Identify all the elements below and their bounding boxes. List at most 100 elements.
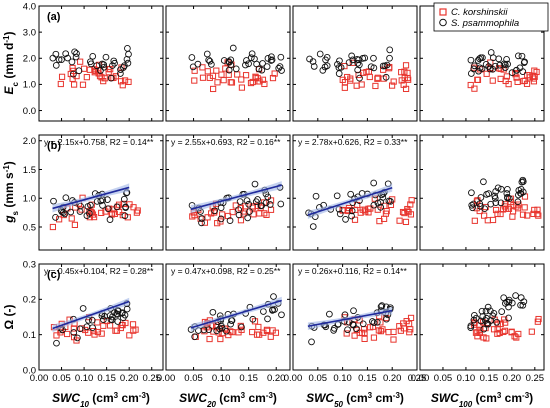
point-korshinskii: [481, 212, 488, 219]
point-korshinskii: [524, 212, 531, 219]
point-korshinskii: [531, 206, 538, 214]
point-korshinskii: [217, 335, 224, 343]
point-korshinskii: [497, 210, 504, 218]
point-psammophila: [245, 200, 253, 208]
point-korshinskii: [70, 325, 77, 332]
point-psammophila: [86, 210, 93, 217]
point-psammophila: [321, 63, 329, 71]
point-psammophila: [493, 318, 501, 326]
point-psammophila: [70, 329, 78, 336]
point-korshinskii: [210, 85, 217, 93]
x-tick-label: 0.00: [157, 373, 176, 384]
point-psammophila: [213, 327, 221, 335]
point-psammophila: [235, 211, 243, 219]
legend-label-psammophila: S. psammophila: [451, 18, 519, 29]
point-psammophila: [89, 52, 97, 60]
point-psammophila: [354, 66, 362, 74]
point-korshinskii: [98, 209, 105, 216]
point-korshinskii: [521, 204, 528, 211]
point-korshinskii: [528, 328, 535, 335]
point-korshinskii: [77, 58, 84, 65]
point-psammophila: [501, 64, 509, 71]
point-psammophila: [275, 64, 283, 72]
point-psammophila: [476, 55, 483, 63]
point-korshinskii: [474, 333, 481, 340]
point-korshinskii: [474, 76, 481, 83]
point-korshinskii: [530, 210, 537, 218]
point-psammophila: [481, 205, 488, 213]
point-psammophila: [245, 60, 252, 68]
point-psammophila: [227, 320, 234, 328]
point-korshinskii: [204, 214, 211, 221]
point-psammophila: [489, 65, 497, 73]
point-korshinskii: [367, 324, 374, 331]
point-psammophila: [319, 66, 327, 74]
panel-r2-c2: y = 2.55x+0.693, R2 = 0.16**: [165, 134, 291, 251]
x-tick-label: 0.20: [267, 373, 286, 384]
point-korshinskii: [251, 318, 259, 325]
point-psammophila: [258, 66, 266, 74]
regression-line: [307, 187, 393, 216]
point-psammophila: [386, 46, 394, 54]
point-psammophila: [278, 311, 285, 319]
point-korshinskii: [237, 217, 245, 224]
point-psammophila: [235, 206, 242, 214]
point-korshinskii: [374, 74, 381, 81]
point-korshinskii: [256, 210, 263, 217]
point-korshinskii: [404, 69, 411, 76]
point-korshinskii: [219, 211, 226, 218]
point-korshinskii: [267, 333, 274, 340]
point-psammophila: [515, 186, 523, 194]
y-tick-label: 1.0: [23, 194, 36, 205]
point-psammophila: [74, 334, 81, 342]
point-psammophila: [123, 55, 131, 63]
point-korshinskii: [78, 206, 85, 213]
point-korshinskii: [385, 329, 392, 336]
point-psammophila: [122, 204, 129, 211]
x-tick-label: 0.20: [503, 373, 522, 384]
point-korshinskii: [513, 74, 520, 81]
point-korshinskii: [534, 206, 541, 213]
point-psammophila: [238, 323, 245, 331]
point-psammophila: [353, 325, 360, 333]
point-korshinskii: [402, 85, 410, 92]
point-psammophila: [247, 54, 255, 62]
point-korshinskii: [133, 209, 140, 216]
point-psammophila: [119, 314, 127, 322]
point-psammophila: [322, 56, 329, 64]
y-tick-label: 0.0: [23, 106, 36, 117]
point-korshinskii: [126, 332, 133, 339]
point-psammophila: [369, 318, 376, 325]
point-psammophila: [83, 323, 91, 331]
point-korshinskii: [222, 65, 229, 72]
point-korshinskii: [206, 74, 213, 81]
point-psammophila: [225, 66, 233, 74]
point-psammophila: [480, 325, 488, 333]
point-korshinskii: [494, 326, 501, 333]
point-psammophila: [370, 319, 378, 327]
point-korshinskii: [105, 69, 112, 76]
point-korshinskii: [345, 207, 352, 215]
point-korshinskii: [229, 208, 236, 216]
point-korshinskii: [509, 208, 517, 215]
point-psammophila: [336, 57, 343, 65]
point-psammophila: [349, 320, 357, 328]
point-psammophila: [198, 219, 205, 227]
point-korshinskii: [374, 75, 381, 82]
panel-label: (c): [47, 269, 61, 281]
x-tick-label: 0.15: [480, 373, 499, 384]
x-tick-label: 0.15: [358, 373, 377, 384]
point-psammophila: [519, 68, 527, 76]
point-korshinskii: [530, 78, 538, 85]
point-psammophila: [480, 178, 487, 186]
point-korshinskii: [263, 327, 271, 334]
x-tick-label: 0.00: [411, 373, 430, 384]
point-psammophila: [467, 322, 475, 330]
regression-equation: y = 0.26x+0.116, R2 = 0.14**: [298, 266, 407, 276]
point-korshinskii: [367, 205, 374, 212]
point-psammophila: [330, 327, 337, 334]
panel-r2-c3: y = 2.78x+0.626, R2 = 0.33**: [292, 134, 418, 251]
point-korshinskii: [98, 330, 105, 337]
point-korshinskii: [513, 334, 520, 341]
